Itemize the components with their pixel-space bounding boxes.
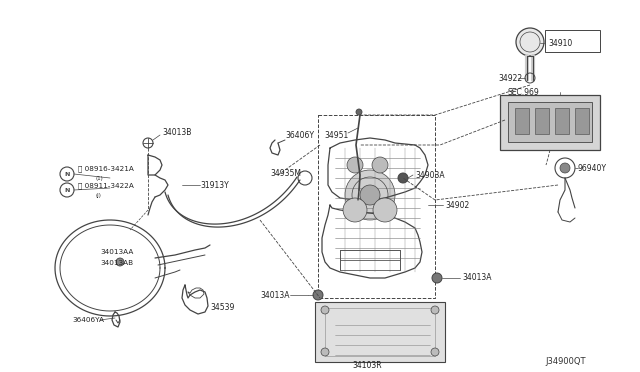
Bar <box>325 308 435 356</box>
Text: 36406Y: 36406Y <box>285 131 314 140</box>
Circle shape <box>398 173 408 183</box>
Text: (J): (J) <box>95 192 101 198</box>
Circle shape <box>313 290 323 300</box>
Circle shape <box>321 306 329 314</box>
Bar <box>575 108 589 134</box>
Circle shape <box>431 348 439 356</box>
Text: 34951: 34951 <box>324 131 348 140</box>
Circle shape <box>356 109 362 115</box>
Text: 34013AA: 34013AA <box>100 249 133 255</box>
Bar <box>508 102 592 142</box>
Text: 34902: 34902 <box>445 201 469 209</box>
Text: J34900QT: J34900QT <box>545 357 586 366</box>
Text: 34910: 34910 <box>548 38 572 48</box>
Bar <box>555 108 569 134</box>
Bar <box>545 30 600 52</box>
Text: 34013A: 34013A <box>260 291 289 299</box>
Text: 34013AB: 34013AB <box>100 260 133 266</box>
Text: 36406YA: 36406YA <box>72 317 104 323</box>
Text: 34903A: 34903A <box>415 170 445 180</box>
Text: Ⓟ 08916-3421A: Ⓟ 08916-3421A <box>78 166 134 172</box>
Circle shape <box>516 28 544 56</box>
Text: 34103R: 34103R <box>352 362 381 371</box>
Text: (1): (1) <box>95 176 103 180</box>
Text: 96940Y: 96940Y <box>578 164 607 173</box>
Circle shape <box>432 273 442 283</box>
Circle shape <box>360 185 380 205</box>
Text: 34013A: 34013A <box>462 273 492 282</box>
Bar <box>515 108 529 134</box>
Text: 34922: 34922 <box>498 74 522 83</box>
Text: 34539: 34539 <box>210 304 234 312</box>
Text: N: N <box>64 171 70 176</box>
Circle shape <box>347 157 363 173</box>
Text: N: N <box>64 187 70 192</box>
Circle shape <box>321 348 329 356</box>
Circle shape <box>343 198 367 222</box>
Bar <box>535 108 549 134</box>
Circle shape <box>431 306 439 314</box>
Bar <box>500 95 600 150</box>
Circle shape <box>373 198 397 222</box>
Circle shape <box>372 157 388 173</box>
Circle shape <box>345 170 395 220</box>
Text: Ⓟ 08911-3422A: Ⓟ 08911-3422A <box>78 183 134 189</box>
Circle shape <box>116 258 124 266</box>
Bar <box>315 302 445 362</box>
Circle shape <box>560 163 570 173</box>
Text: 34935M: 34935M <box>270 169 301 177</box>
Text: SEC.969: SEC.969 <box>508 87 540 96</box>
Text: 34013B: 34013B <box>162 128 191 137</box>
Text: 31913Y: 31913Y <box>200 180 228 189</box>
